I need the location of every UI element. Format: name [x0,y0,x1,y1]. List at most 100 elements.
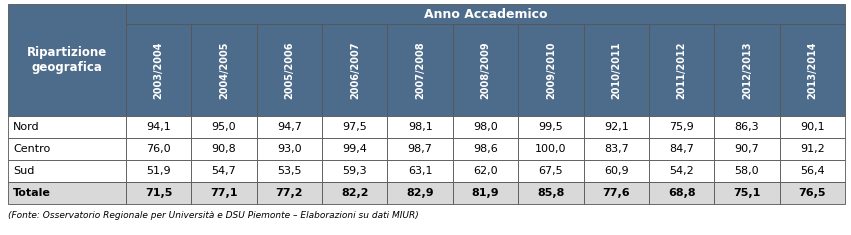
Text: 98,1: 98,1 [408,122,432,132]
Text: 59,3: 59,3 [342,166,367,176]
Text: 2006/2007: 2006/2007 [350,41,360,99]
Bar [191,182,257,204]
Bar [518,138,584,160]
Bar [126,116,191,138]
Text: 94,1: 94,1 [146,122,171,132]
Bar [387,116,453,138]
Text: Ripartizione
geografica: Ripartizione geografica [27,46,107,74]
Text: 77,6: 77,6 [603,188,630,198]
Text: 2011/2012: 2011/2012 [677,41,687,99]
Bar [714,182,780,204]
Text: 60,9: 60,9 [604,166,629,176]
Bar [780,116,845,138]
Text: 71,5: 71,5 [145,188,173,198]
Bar [453,160,518,182]
Text: 81,9: 81,9 [471,188,500,198]
Text: Anno Accademico: Anno Accademico [424,8,547,20]
Text: 95,0: 95,0 [212,122,237,132]
Text: 84,7: 84,7 [669,144,694,154]
Text: 2010/2011: 2010/2011 [611,41,621,99]
Bar [126,138,191,160]
Text: 99,4: 99,4 [342,144,368,154]
Text: (Fonte: Osservatorio Regionale per Università e DSU Piemonte – Elaborazioni su d: (Fonte: Osservatorio Regionale per Unive… [8,211,419,219]
Bar [126,160,191,182]
Bar [322,24,387,116]
Bar [649,24,714,116]
Bar [191,160,257,182]
Bar [8,160,126,182]
Bar [387,138,453,160]
Bar [780,24,845,116]
Bar [322,116,387,138]
Bar [126,4,845,24]
Bar [322,160,387,182]
Text: 2009/2010: 2009/2010 [545,41,556,99]
Text: 77,1: 77,1 [210,188,237,198]
Text: Sud: Sud [13,166,34,176]
Text: 86,3: 86,3 [734,122,759,132]
Bar [453,24,518,116]
Text: 98,7: 98,7 [408,144,432,154]
Text: 2003/2004: 2003/2004 [154,41,163,99]
Bar [584,24,649,116]
Text: 93,0: 93,0 [277,144,302,154]
Bar [8,182,126,204]
Bar [780,160,845,182]
Bar [649,182,714,204]
Bar [584,138,649,160]
Bar [453,116,518,138]
Bar [191,24,257,116]
Bar [126,24,191,116]
Bar [453,138,518,160]
Bar [191,138,257,160]
Text: 56,4: 56,4 [800,166,825,176]
Bar [8,116,126,138]
Bar [649,116,714,138]
Text: 62,0: 62,0 [473,166,498,176]
Text: 54,2: 54,2 [669,166,694,176]
Bar [649,160,714,182]
Text: 85,8: 85,8 [537,188,564,198]
Bar [714,24,780,116]
Bar [8,4,126,116]
Bar [714,138,780,160]
Text: 77,2: 77,2 [276,188,303,198]
Text: 90,8: 90,8 [212,144,237,154]
Text: 90,1: 90,1 [800,122,825,132]
Text: 2004/2005: 2004/2005 [219,41,229,99]
Text: Centro: Centro [13,144,50,154]
Text: 2005/2006: 2005/2006 [284,41,294,99]
Text: 2008/2009: 2008/2009 [481,41,490,99]
Text: 76,0: 76,0 [146,144,171,154]
Text: 82,9: 82,9 [406,188,434,198]
Bar [387,24,453,116]
Text: 94,7: 94,7 [277,122,302,132]
Bar [322,138,387,160]
Bar [8,138,126,160]
Bar [584,182,649,204]
Text: 75,9: 75,9 [669,122,694,132]
Bar [387,182,453,204]
Bar [649,138,714,160]
Text: Totale: Totale [13,188,51,198]
Bar [257,182,322,204]
Bar [191,116,257,138]
Bar [257,138,322,160]
Text: 83,7: 83,7 [604,144,629,154]
Text: 99,5: 99,5 [539,122,563,132]
Bar [518,182,584,204]
Bar [714,160,780,182]
Bar [714,116,780,138]
Bar [780,138,845,160]
Bar [518,24,584,116]
Bar [387,160,453,182]
Text: 67,5: 67,5 [539,166,563,176]
Text: 98,0: 98,0 [473,122,498,132]
Text: 63,1: 63,1 [408,166,432,176]
Text: 98,6: 98,6 [473,144,498,154]
Text: 76,5: 76,5 [798,188,826,198]
Text: Nord: Nord [13,122,40,132]
Bar [780,182,845,204]
Bar [584,116,649,138]
Text: 100,0: 100,0 [535,144,567,154]
